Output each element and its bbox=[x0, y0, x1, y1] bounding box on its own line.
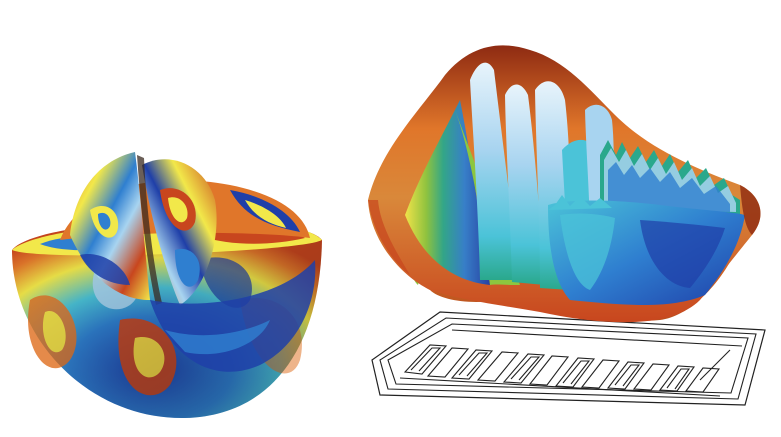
circuit-outer-ring bbox=[371, 311, 766, 406]
surface-spikes bbox=[600, 140, 740, 215]
surface-front-wall bbox=[405, 100, 490, 285]
circuit-layout bbox=[371, 311, 766, 406]
circuit-serpentine-traces bbox=[399, 329, 743, 397]
surface-plot bbox=[368, 45, 761, 323]
sliced-sphere bbox=[12, 152, 322, 419]
